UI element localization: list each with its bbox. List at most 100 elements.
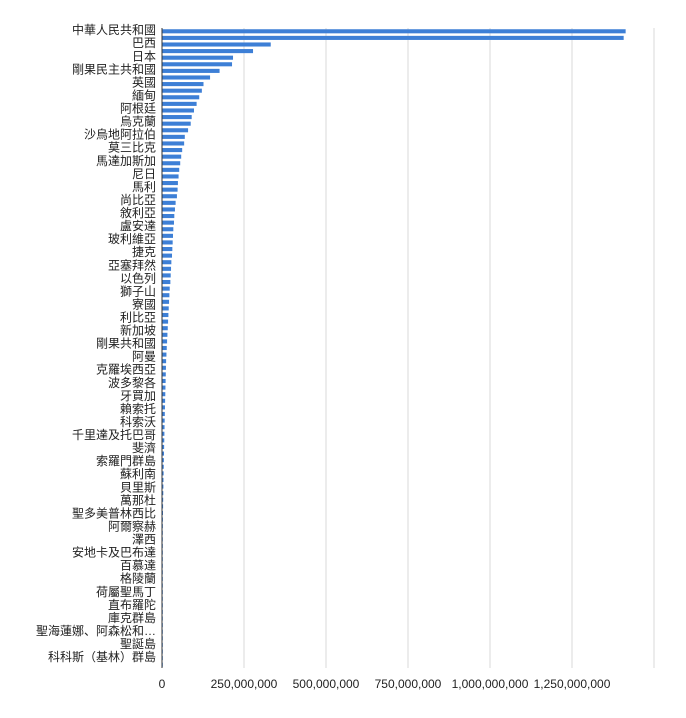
category-label-16: 玻利維亞 [108, 232, 156, 246]
bar-7 [162, 75, 211, 80]
bar-43 [162, 312, 169, 318]
bar-50 [162, 359, 167, 364]
bar-15 [162, 128, 189, 133]
bar-21 [162, 167, 180, 172]
category-label-17: 捷克 [132, 245, 156, 259]
x-tick-label-3: 750,000,000 [375, 677, 442, 691]
bar-35 [162, 260, 172, 265]
bar-46 [162, 332, 168, 337]
bar-20 [162, 161, 181, 166]
category-label-39: 澤西 [132, 533, 156, 547]
bar-40 [162, 293, 170, 298]
bar-22 [162, 174, 179, 179]
category-label-8: 沙烏地阿拉伯 [84, 127, 156, 142]
category-label-0: 中華人民共和國 [72, 22, 156, 37]
category-label-4: 英國 [132, 75, 156, 89]
bar-63 [162, 444, 165, 450]
x-tick-label-0: 0 [159, 677, 166, 691]
bar-16 [162, 134, 185, 139]
bar-47 [162, 339, 168, 344]
bar-69 [162, 484, 164, 489]
category-label-19: 以色列 [120, 271, 156, 285]
bar-57 [162, 405, 165, 410]
bar-65 [162, 458, 164, 463]
bar-34 [162, 253, 173, 258]
category-label-41: 百慕達 [120, 559, 156, 573]
bar-67 [162, 471, 164, 476]
bar-4 [162, 55, 234, 60]
bar-42 [162, 306, 169, 311]
bar-52 [162, 372, 166, 377]
category-label-24: 剛果共和國 [96, 337, 156, 351]
category-label-12: 馬利 [132, 180, 156, 194]
x-tick-label-5: 1,250,000,000 [534, 677, 611, 691]
bar-62 [162, 438, 165, 443]
x-tick-label-2: 500,000,000 [293, 677, 360, 691]
category-label-21: 寮國 [132, 296, 156, 311]
bar-14 [162, 121, 191, 126]
category-label-46: 聖海蓮娜、阿森松和… [36, 623, 156, 638]
category-label-30: 科索沃 [120, 415, 156, 429]
bar-9 [162, 88, 202, 93]
category-label-35: 貝里斯 [120, 480, 156, 494]
bar-30 [162, 227, 174, 232]
category-label-20: 獅子山 [120, 284, 156, 298]
bar-45 [162, 326, 168, 331]
bar-12 [162, 108, 194, 113]
category-label-40: 安地卡及巴布達 [72, 545, 156, 560]
bars [162, 29, 626, 667]
bar-56 [162, 398, 166, 403]
bar-48 [162, 345, 167, 351]
bar-38 [162, 279, 171, 285]
bar-70 [162, 491, 164, 496]
bar-60 [162, 425, 165, 430]
bar-68 [162, 477, 164, 482]
category-label-29: 賴索托 [120, 401, 156, 416]
category-label-31: 千里達及托巴哥 [72, 428, 156, 442]
bar-41 [162, 299, 170, 304]
gridlines [243, 28, 655, 668]
category-label-38: 阿爾察赫 [108, 519, 156, 533]
bar-1 [162, 35, 624, 40]
bar-37 [162, 273, 171, 278]
bar-18 [162, 148, 183, 153]
category-label-3: 剛果民主共和國 [72, 62, 156, 76]
category-label-33: 索羅門群島 [96, 453, 156, 468]
category-label-43: 荷屬聖馬丁 [96, 585, 156, 599]
category-label-5: 緬甸 [132, 88, 156, 102]
bar-61 [162, 431, 165, 436]
bar-17 [162, 141, 185, 146]
category-label-2: 日本 [132, 49, 156, 63]
bar-55 [162, 392, 166, 397]
category-label-32: 斐濟 [132, 440, 156, 455]
bar-64 [162, 451, 165, 456]
category-label-45: 庫克群島 [108, 610, 156, 625]
category-label-47: 聖誕島 [120, 636, 156, 651]
bar-71 [162, 497, 164, 502]
x-tick-labels: 0 250,000,000 500,000,000 750,000,000 1,000,… [159, 677, 611, 691]
bar-19 [162, 154, 182, 159]
bar-11 [162, 101, 197, 106]
bar-6 [162, 68, 220, 73]
category-label-13: 尚比亞 [120, 193, 156, 207]
bar-44 [162, 319, 169, 324]
bar-0 [162, 29, 626, 34]
bar-54 [162, 385, 166, 390]
category-label-26: 克羅埃西亞 [96, 363, 156, 377]
category-label-18: 亞塞拜然 [108, 257, 156, 272]
bar-36 [162, 266, 172, 271]
category-label-11: 尼日 [132, 167, 156, 181]
bar-29 [162, 220, 174, 225]
bar-53 [162, 378, 166, 384]
category-label-6: 阿根廷 [120, 102, 156, 116]
bar-58 [162, 411, 165, 417]
category-label-36: 萬那杜 [120, 492, 156, 507]
bar-32 [162, 240, 173, 245]
bar-27 [162, 207, 175, 212]
bar-26 [162, 200, 176, 205]
bar-66 [162, 464, 164, 469]
bar-28 [162, 214, 175, 219]
bar-59 [162, 418, 165, 423]
bar-31 [162, 233, 173, 238]
